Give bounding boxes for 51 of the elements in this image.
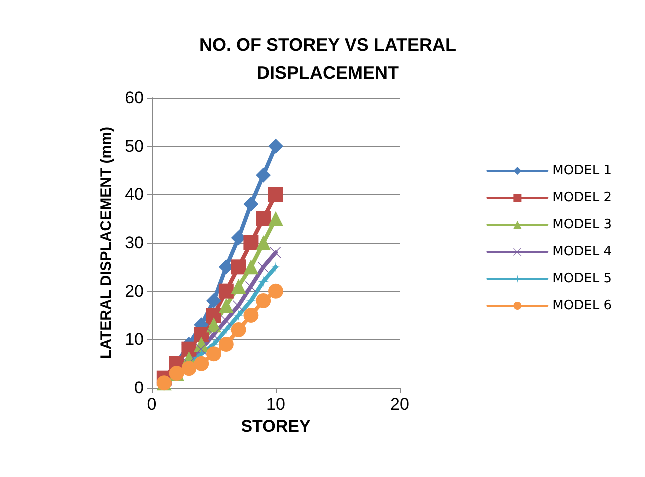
point xyxy=(233,310,244,321)
point xyxy=(268,284,284,299)
y-axis-title: LATERAL DISPLACEMENT (mm) xyxy=(98,127,115,359)
point xyxy=(218,298,234,314)
point xyxy=(182,361,197,376)
point xyxy=(246,296,257,306)
point xyxy=(231,322,246,338)
point xyxy=(244,236,259,250)
point xyxy=(206,318,222,333)
point xyxy=(206,346,222,362)
point xyxy=(256,211,272,226)
point xyxy=(220,324,232,336)
point xyxy=(268,138,284,154)
point xyxy=(268,187,284,202)
y-tick-label: 20 xyxy=(125,282,144,301)
x-tick-label: 10 xyxy=(266,395,286,414)
chart-title: NO. OF STOREY VS LATERAL DISPLACEMENT xyxy=(199,35,457,83)
point xyxy=(218,337,234,352)
y-tick-label: 30 xyxy=(125,234,144,252)
point xyxy=(268,211,284,226)
point xyxy=(270,262,282,273)
point xyxy=(194,327,210,342)
point xyxy=(206,294,222,308)
point xyxy=(244,196,259,212)
point xyxy=(256,168,272,183)
point xyxy=(231,279,246,294)
point xyxy=(246,281,257,292)
x-tick-label: 0 xyxy=(147,395,157,414)
y-tick-label: 0 xyxy=(134,378,144,398)
point xyxy=(218,284,234,299)
point xyxy=(258,276,270,288)
point xyxy=(194,356,210,372)
y-tick-label: 40 xyxy=(125,185,144,204)
point xyxy=(206,308,222,323)
point xyxy=(244,308,259,323)
point xyxy=(220,314,232,326)
point xyxy=(256,236,272,250)
y-tick-label: 10 xyxy=(125,330,144,350)
point xyxy=(244,260,259,275)
point xyxy=(256,294,272,308)
x-axis-title: STOREY xyxy=(241,416,312,436)
legend-label: MODEL 1 xyxy=(552,164,612,178)
legend-label: MODEL 2 xyxy=(552,190,612,206)
legend-label: MODEL 6 xyxy=(552,298,612,314)
point xyxy=(231,260,246,275)
x-tick-label: 20 xyxy=(390,395,410,414)
legend-label: MODEL 5 xyxy=(552,272,612,286)
y-tick-label: 50 xyxy=(125,136,144,156)
legend-label: MODEL 3 xyxy=(552,218,612,232)
legend-label: MODEL 4 xyxy=(552,244,612,260)
y-tick-label: 60 xyxy=(125,88,144,108)
